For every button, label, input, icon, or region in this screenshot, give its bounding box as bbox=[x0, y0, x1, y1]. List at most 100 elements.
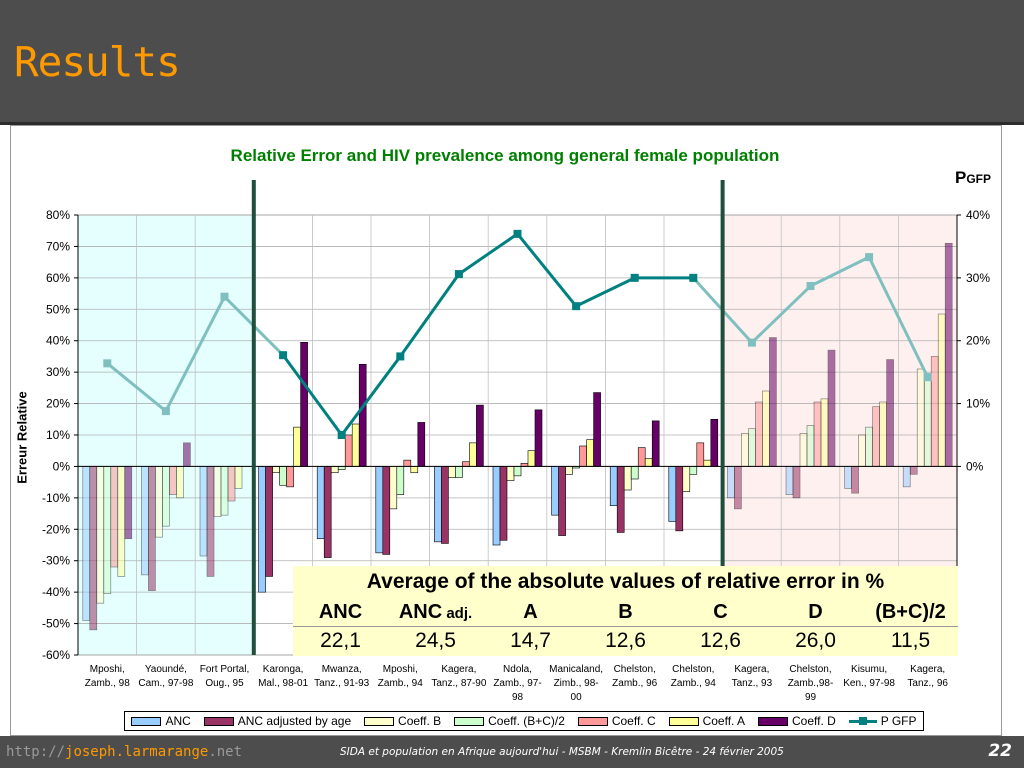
bar-coeff-a bbox=[820, 398, 829, 467]
legend-swatch bbox=[577, 716, 608, 726]
y2-axis-label-sub: GFP bbox=[966, 172, 992, 186]
pgfp-point bbox=[161, 407, 170, 416]
footer: http://joseph.larmarange.net SIDA et pop… bbox=[0, 736, 1024, 768]
bar-coeff-d bbox=[593, 392, 601, 467]
category-label: Chelston, bbox=[672, 664, 714, 675]
bar-coeff-c bbox=[462, 461, 470, 467]
bar-anc-adjusted-by-age bbox=[675, 466, 684, 532]
bar-anc bbox=[316, 466, 325, 540]
category-label: Tanz., 91-93 bbox=[314, 678, 369, 689]
y2-tick-label: 40% bbox=[966, 208, 990, 222]
y-tick-label: -10% bbox=[42, 491, 70, 505]
legend-swatch bbox=[757, 716, 788, 726]
bar-anc-adjusted-by-age bbox=[909, 466, 918, 475]
bar-anc-adjusted-by-age bbox=[148, 466, 156, 591]
summary-value-cell: 14,7 bbox=[510, 629, 551, 652]
y-axis-label: Erreur Relative bbox=[14, 391, 30, 484]
category-label: Zamb., 96 bbox=[612, 678, 657, 689]
category-label: Karonga, bbox=[263, 664, 304, 675]
category-label: Kagera, bbox=[441, 664, 476, 675]
bar-coeff-b bbox=[330, 466, 339, 474]
legend-item: Coeff. A bbox=[668, 714, 745, 728]
legend-swatch bbox=[454, 716, 485, 726]
y-tick-label: 30% bbox=[46, 365, 70, 379]
category-label: Zamb.,98- bbox=[788, 678, 834, 689]
category-label: 98 bbox=[512, 692, 524, 703]
pgfp-point bbox=[513, 229, 522, 238]
legend-swatch bbox=[203, 716, 234, 726]
legend-label: Coeff. (B+C)/2 bbox=[488, 714, 565, 728]
bar-anc-adjusted-by-age bbox=[89, 466, 98, 631]
bar-anc bbox=[375, 466, 384, 554]
category-label: Fort Portal, bbox=[200, 664, 249, 675]
bar-coeff-a bbox=[410, 466, 419, 474]
summary-header-cell: ANC bbox=[293, 598, 388, 627]
bar-anc bbox=[844, 466, 852, 489]
y-tick-label: -20% bbox=[42, 522, 70, 536]
bar-coeff-b bbox=[799, 433, 808, 467]
bar-coeff-d bbox=[124, 466, 133, 540]
bar-anc bbox=[434, 466, 442, 543]
y-tick-label: 0% bbox=[53, 459, 71, 473]
pgfp-line-segment bbox=[399, 273, 461, 358]
pgfp-point bbox=[103, 359, 112, 368]
category-label: Kisumu, bbox=[851, 664, 887, 675]
bar-coeff-b bbox=[858, 434, 866, 467]
bar-coeff-a bbox=[762, 390, 770, 467]
legend-label: Coeff. C bbox=[611, 714, 656, 728]
pgfp-line-segment bbox=[106, 362, 167, 413]
pgfp-point bbox=[220, 292, 229, 301]
category-label: Yaoundé, bbox=[145, 664, 187, 675]
y-tick-label: 60% bbox=[46, 271, 70, 285]
bar-coeff-d bbox=[476, 404, 484, 467]
category-label: Kagera, bbox=[734, 664, 769, 675]
bar-anc bbox=[258, 466, 266, 593]
bar-coeff-b bbox=[682, 466, 691, 492]
bar-coeff-a bbox=[351, 423, 360, 467]
bar-coeff-b-c-2 bbox=[396, 466, 405, 496]
bar-coeff-a bbox=[586, 439, 594, 467]
summary-value-cell: 26,0 bbox=[795, 629, 836, 652]
bar-coeff-b bbox=[96, 466, 105, 604]
y-tick-label: -50% bbox=[42, 617, 70, 631]
legend-swatch bbox=[668, 716, 699, 726]
category-label: Cam., 97-98 bbox=[138, 678, 193, 689]
bar-coeff-d bbox=[944, 242, 953, 467]
bar-coeff-b-c-2 bbox=[923, 373, 932, 467]
category-label: Zamb., 94 bbox=[378, 678, 423, 689]
legend-item: ANC adjusted by age bbox=[203, 714, 352, 728]
bar-coeff-b-c-2 bbox=[865, 426, 873, 467]
bar-coeff-a bbox=[117, 466, 126, 577]
summary-header-cell: D bbox=[768, 598, 863, 627]
bar-coeff-c bbox=[286, 466, 294, 488]
bar-anc bbox=[199, 466, 208, 557]
bar-coeff-c bbox=[637, 447, 646, 467]
bar-coeff-a bbox=[176, 466, 184, 499]
y2-tick-label: 20% bbox=[966, 334, 990, 348]
bar-anc-adjusted-by-age bbox=[616, 466, 625, 533]
bar-anc bbox=[727, 466, 735, 499]
category-label: Mposhi, bbox=[90, 664, 125, 675]
bar-coeff-c bbox=[755, 401, 763, 467]
summary-title: Average of the absolute values of relati… bbox=[366, 570, 885, 593]
bar-anc-adjusted-by-age bbox=[441, 466, 449, 544]
y2-tick-label: 30% bbox=[966, 271, 990, 285]
bar-coeff-c bbox=[227, 466, 236, 502]
legend-label: ANC adjusted by age bbox=[237, 714, 352, 728]
chart-title: Relative Error and HIV prevalence among … bbox=[230, 146, 780, 165]
footer-url-suffix: .net bbox=[208, 744, 243, 760]
bar-coeff-b bbox=[623, 466, 632, 491]
legend-item: Coeff. C bbox=[577, 714, 656, 728]
bar-coeff-c bbox=[403, 459, 412, 467]
y-tick-label: 80% bbox=[46, 208, 70, 222]
y-tick-label: -30% bbox=[42, 554, 70, 568]
y-tick-label: 10% bbox=[46, 428, 70, 442]
bar-coeff-a bbox=[879, 401, 887, 467]
bar-coeff-d bbox=[769, 337, 777, 467]
legend-item: ANC bbox=[131, 714, 191, 728]
category-label: 99 bbox=[805, 692, 817, 703]
footer-url-prefix: http:// bbox=[6, 744, 66, 760]
summary-value-cell: 12,6 bbox=[700, 629, 741, 652]
footer-url[interactable]: http://joseph.larmarange.net bbox=[6, 744, 242, 760]
y2-axis-label-main: P bbox=[955, 168, 967, 187]
